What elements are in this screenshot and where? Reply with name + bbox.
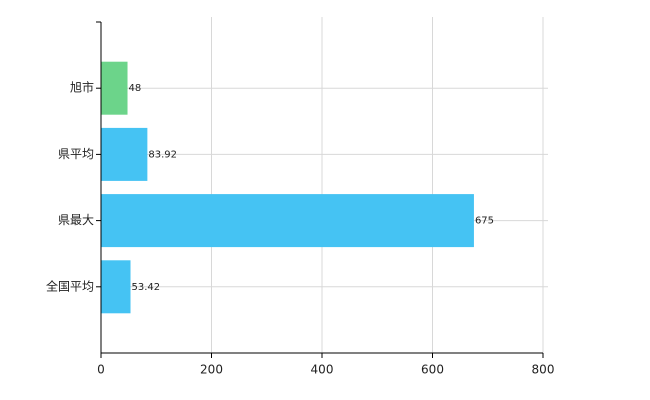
bar [101,194,474,248]
bar [101,127,148,181]
y-tick-label: 県平均 [58,147,94,161]
bar [101,260,131,314]
x-tick-label: 800 [532,363,555,377]
x-tick-label: 600 [421,363,444,377]
value-label: 675 [475,216,494,227]
x-tick-label: 400 [311,363,334,377]
x-tick-label: 200 [200,363,223,377]
y-tick-label: 旭市 [70,80,94,95]
x-tick-label: 0 [97,363,105,377]
value-label: 53.42 [132,282,161,293]
value-label: 83.92 [148,149,177,160]
y-tick-label: 全国平均 [46,278,94,293]
y-tick-label: 県最大 [58,213,94,227]
value-label: 48 [129,83,142,94]
bar [101,61,128,115]
